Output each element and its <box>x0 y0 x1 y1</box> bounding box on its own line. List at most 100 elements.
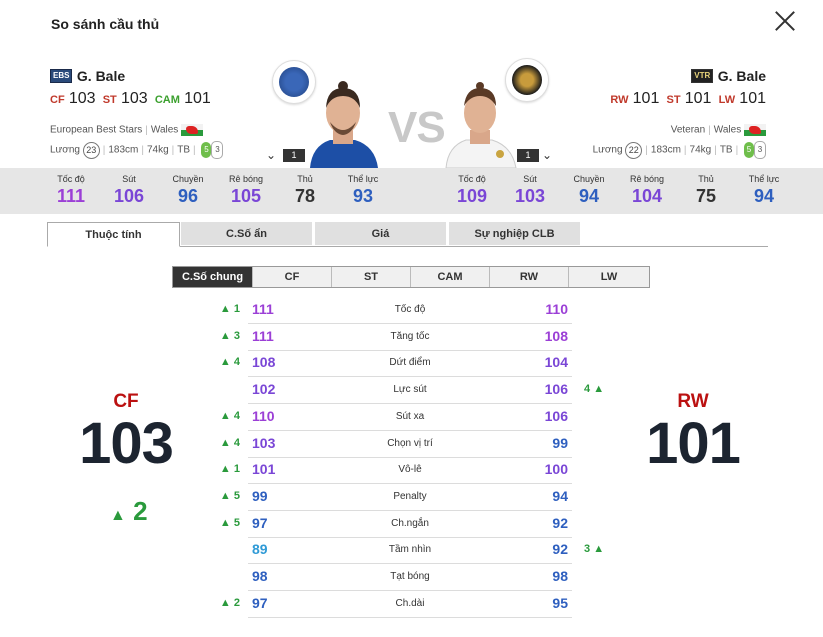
salary-icon: 23 <box>82 141 100 159</box>
row-divider <box>248 616 572 618</box>
row-divider <box>248 323 572 324</box>
left-value: 101 <box>252 461 276 478</box>
chevron-down-icon[interactable]: ⌄ <box>266 148 277 162</box>
attribute-name: Dứt điểm <box>389 357 431 369</box>
right-pos-3: LW <box>718 94 736 106</box>
left-pos-1: CF <box>50 94 65 106</box>
tab-hidden-stats[interactable]: C.Số ẩn <box>181 222 312 245</box>
weak-foot-icon: 3 <box>211 141 224 159</box>
up-arrow-icon: ▲ <box>219 329 231 342</box>
right-weight: 74kg <box>689 144 712 156</box>
right-summary-pos: RW <box>677 391 709 412</box>
attribute-name: Chọn vị trí <box>387 437 433 449</box>
ptab-lw[interactable]: LW <box>569 267 649 287</box>
right-value: 92 <box>552 514 568 531</box>
left-summary-ovr: 103 <box>79 411 174 476</box>
right-ovr-3: 101 <box>739 90 766 107</box>
left-player-photo <box>300 80 385 168</box>
weak-foot-icon-right: 3 <box>754 141 766 159</box>
left-body: TB <box>177 144 191 156</box>
up-arrow-icon: ▲ <box>593 543 605 556</box>
strong-foot-icon: 5 <box>201 142 212 158</box>
up-arrow-icon: ▲ <box>219 436 231 449</box>
attribute-row: ▲ 1 111 Tốc độ 110 <box>200 298 620 324</box>
left-diff: ▲ 4 <box>219 409 240 422</box>
left-card-count: 1 <box>283 149 305 162</box>
right-value: 95 <box>552 594 568 611</box>
left-diff: ▲ 1 <box>219 303 240 315</box>
row-divider <box>248 349 572 351</box>
left-value: 103 <box>252 434 276 451</box>
left-pos-2: ST <box>102 94 117 106</box>
left-value: 97 <box>252 594 268 611</box>
ptab-rw[interactable]: RW <box>490 267 569 287</box>
ptab-cf[interactable]: CF <box>253 267 332 287</box>
right-pos-2: ST <box>666 94 681 106</box>
stat-band: Tốc độ 111 Sút 106 Chuyền 96 Rê bóng 105 Thủ… <box>0 168 823 214</box>
left-stat: Thể lực 93 <box>347 174 379 206</box>
vs-label: VS <box>388 103 446 152</box>
tab-club-career[interactable]: Sự nghiệp CLB <box>449 222 580 245</box>
season-badge-icon-right: VTR <box>691 68 714 83</box>
left-summary-pos: CF <box>113 391 139 412</box>
tab-attributes[interactable]: Thuộc tính <box>47 222 180 247</box>
attribute-row: ▲ 1 101 Vô-lê 100 <box>200 458 620 485</box>
right-season: Veteran <box>670 124 706 136</box>
right-value: 104 <box>544 354 568 371</box>
right-value: 98 <box>552 568 568 584</box>
left-ovr-3: 101 <box>184 90 211 107</box>
row-divider <box>248 536 572 538</box>
ptab-st[interactable]: ST <box>332 267 411 287</box>
salary-icon-right: 22 <box>625 141 643 159</box>
right-pos-1: RW <box>610 94 629 106</box>
ptab-general[interactable]: C.Số chung <box>173 267 253 287</box>
ptab-cam[interactable]: CAM <box>411 267 490 287</box>
right-card-count: 1 <box>517 149 539 162</box>
left-stat: Tốc độ 111 <box>56 174 86 206</box>
left-value: 97 <box>252 514 268 531</box>
left-ovr-1: 103 <box>68 90 96 107</box>
row-divider <box>248 403 572 405</box>
left-stat: Thủ 78 <box>294 174 316 206</box>
up-arrow-icon: ▲ <box>219 516 231 529</box>
up-arrow-icon: ▲ <box>219 489 231 502</box>
chevron-down-icon-right[interactable]: ⌄ <box>542 148 553 162</box>
left-value: 89 <box>252 541 268 558</box>
right-stat: Chuyền 94 <box>573 174 605 206</box>
up-arrow-icon: ▲ <box>219 409 231 422</box>
window-title: So sánh cầu thủ <box>51 16 160 32</box>
right-value: 106 <box>544 407 568 424</box>
salary-label: Lương <box>50 144 80 156</box>
up-arrow-icon: ▲ <box>219 463 231 476</box>
left-diff: ▲ 4 <box>219 436 240 449</box>
right-value: 99 <box>552 434 568 451</box>
attribute-row: ▲ 4 108 Dứt điểm 104 <box>200 351 620 378</box>
attribute-row: ▲ 5 97 Ch.ngắn 92 <box>200 512 620 538</box>
right-season-line: Veteran | Wales <box>671 124 766 136</box>
left-height: 183cm <box>108 144 139 156</box>
left-value: 111 <box>252 327 274 344</box>
row-divider <box>248 376 572 378</box>
right-value: 106 <box>544 381 568 398</box>
attribute-row: 98 Tạt bóng 98 <box>200 565 620 591</box>
close-icon[interactable] <box>774 10 796 32</box>
right-stat: Thủ 75 <box>695 174 717 206</box>
left-ovr-2: 103 <box>120 90 148 107</box>
tab-price[interactable]: Giá <box>315 222 446 245</box>
attribute-row: ▲ 4 103 Chọn vị trí 99 <box>200 432 620 458</box>
left-value: 111 <box>252 301 274 317</box>
right-value: 92 <box>552 541 568 558</box>
right-club-logo-icon <box>505 58 549 102</box>
season-badge-icon: EBS <box>50 68 73 83</box>
right-nation: Wales <box>713 124 742 136</box>
attribute-row: ▲ 4 110 Sút xa 106 <box>200 405 620 431</box>
right-value: 108 <box>544 327 568 344</box>
row-divider <box>248 590 572 591</box>
left-positions: CF 103 ST 103 CAM 101 <box>50 90 211 108</box>
attribute-row: 89 Tầm nhìn 92 3 ▲ <box>200 538 620 565</box>
attribute-name: Tạt bóng <box>390 571 430 582</box>
left-summary-diff: ▲ 2 <box>110 496 148 526</box>
up-arrow-icon: ▲ <box>219 356 231 369</box>
